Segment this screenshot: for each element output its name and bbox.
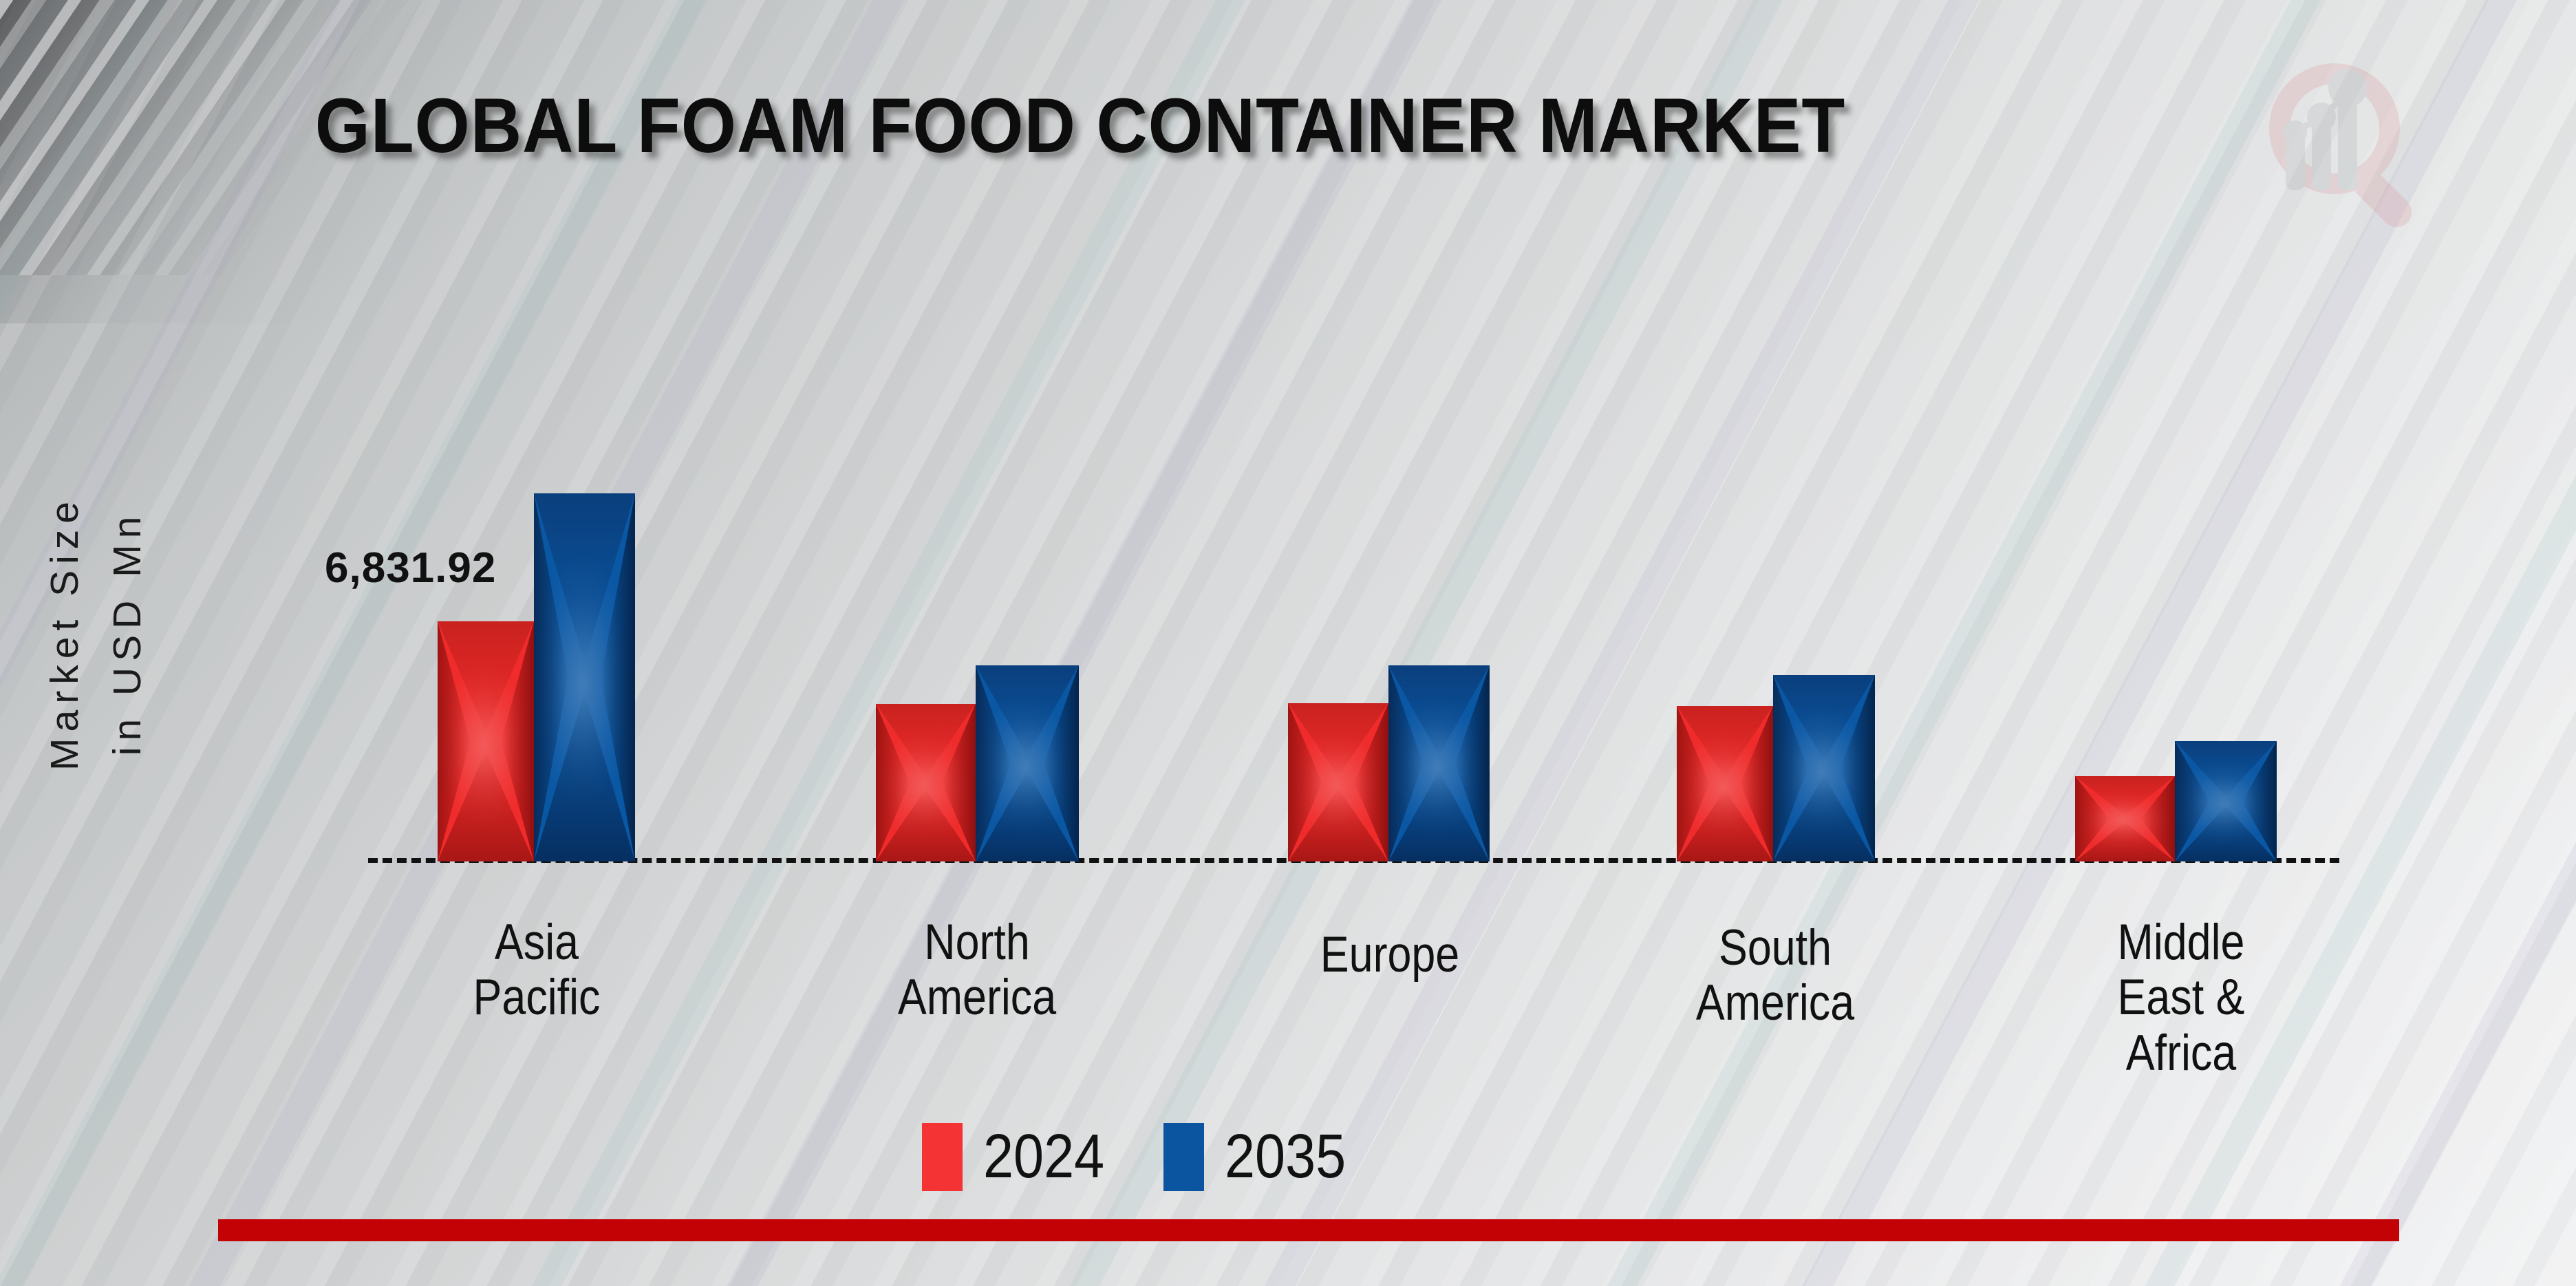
category-label-line: Europe	[1320, 927, 1460, 983]
bar-2035-north-america[interactable]	[976, 665, 1079, 861]
bar-2035-south-america[interactable]	[1773, 675, 1875, 861]
bar-2024-asia-pacific[interactable]	[438, 621, 534, 861]
legend-item-2024[interactable]: 2024	[922, 1122, 1121, 1192]
bar-2024-south-america[interactable]	[1677, 706, 1773, 861]
category-label-middle-east-africa: Middle East & Africa	[2086, 914, 2275, 1081]
category-label-europe: Europe	[1283, 927, 1496, 983]
category-label-line: Asia	[494, 914, 579, 970]
bar-2035-middle-east-africa[interactable]	[2175, 741, 2277, 861]
bar-2035-europe[interactable]	[1388, 665, 1490, 861]
bar-2024-north-america[interactable]	[876, 704, 976, 861]
category-label-line: Pacific	[473, 969, 601, 1026]
chart-legend: 2024 2035	[922, 1122, 1362, 1192]
category-label-asia-pacific: Asia Pacific	[430, 914, 643, 1026]
blue-square-swatch	[1163, 1123, 1205, 1191]
category-label-line: America	[1695, 975, 1855, 1031]
category-label-south-america: South America	[1668, 920, 1882, 1031]
category-label-north-america: North America	[870, 914, 1084, 1026]
legend-label-2024: 2024	[983, 1122, 1105, 1191]
red-square-swatch	[922, 1123, 963, 1191]
category-label-line: America	[897, 969, 1057, 1026]
category-label-line: Middle	[2117, 914, 2245, 970]
bar-2035-asia-pacific[interactable]	[534, 493, 635, 861]
bottom-accent-bar	[218, 1219, 2399, 1241]
page-title: GLOBAL FOAM FOOD CONTAINER MARKET	[314, 83, 1846, 169]
category-label-line: Africa	[2125, 1025, 2237, 1081]
bar-2024-europe[interactable]	[1288, 703, 1388, 861]
bar-2024-middle-east-africa[interactable]	[2075, 776, 2175, 861]
market-research-magnifier-logo	[2235, 48, 2434, 231]
legend-label-2035: 2035	[1225, 1122, 1346, 1191]
data-label-2024-asia-pacific: 6,831.92	[325, 544, 497, 592]
legend-item-2035[interactable]: 2035	[1163, 1122, 1362, 1192]
category-label-line: North	[924, 914, 1030, 970]
category-label-line: East &	[2117, 969, 2245, 1026]
category-label-line: South	[1718, 920, 1832, 976]
